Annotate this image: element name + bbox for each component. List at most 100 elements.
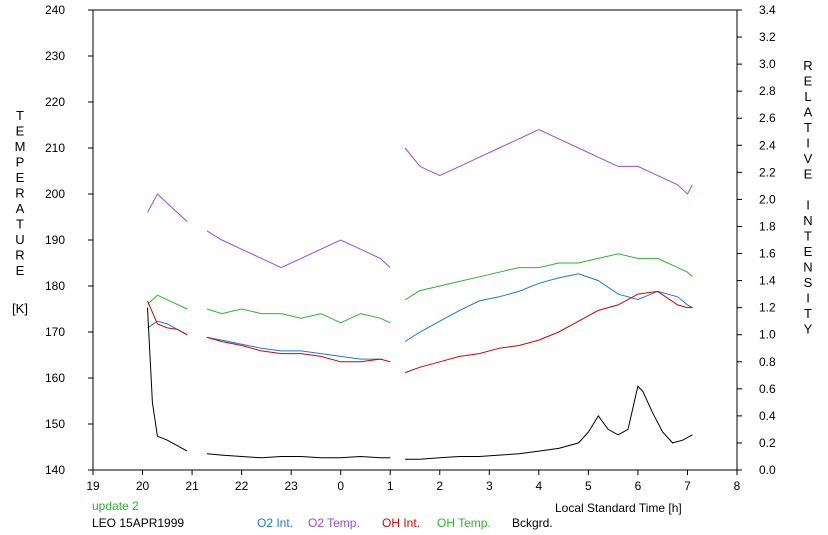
x-tick-label: 22 [235,479,249,493]
right-tick-label: 2.0 [759,192,776,206]
x-tick-label: 3 [486,479,493,493]
x-tick-label: 4 [536,479,543,493]
series-line-oh-temp [404,253,693,301]
left-label-letter: E [16,263,25,278]
series-line-bckgrd [147,307,188,452]
series-line-bckgrd [405,385,693,460]
x-axis-ticks: 19 20 21 22 23 0 1 2 3 4 5 6 7 8 [86,470,741,493]
right-label-letter: E [804,167,813,182]
right-tick-label: 2.2 [759,165,776,179]
right-tick-label: 0.0 [759,463,776,477]
series-line-bckgrd [206,453,391,459]
left-label-letter: A [16,201,25,216]
left-tick-label: 160 [45,371,65,385]
left-label-letter: P [16,155,25,170]
right-label-letter: V [804,151,813,166]
left-label-letter: E [16,124,25,139]
legend-entry: O2 Temp. [308,516,360,530]
series-line-o2-temp [206,230,391,269]
left-tick-label: 180 [45,279,65,293]
series-line-oh-temp [147,294,188,310]
x-tick-label: 5 [585,479,592,493]
legend-entry: OH Temp. [437,516,491,530]
legend: O2 Int. O2 Temp. OH Int. OH Temp. Bckgrd. [257,516,553,530]
x-tick-label: 23 [284,479,298,493]
x-tick-label: 6 [635,479,642,493]
left-label-letter: T [16,217,24,232]
right-label-letter: T [804,306,812,321]
left-tick-label: 200 [45,187,65,201]
right-tick-label: 3.0 [759,57,776,71]
left-tick-label: 220 [45,95,65,109]
x-tick-label: 0 [337,479,344,493]
series-line-o2-int [404,273,693,342]
x-tick-label: 19 [86,479,100,493]
right-label-letter: L [804,89,811,104]
x-tick-label: 1 [387,479,394,493]
x-tick-label: 7 [684,479,691,493]
left-label-letter: U [15,232,24,247]
left-tick-label: 190 [45,233,65,247]
series-line-oh-temp [206,308,391,324]
right-label-letter: I [806,291,810,306]
x-tick-label: 2 [436,479,443,493]
right-label-letter: T [804,229,812,244]
right-tick-label: 1.2 [759,301,776,315]
left-tick-label: 150 [45,417,65,431]
series-line-oh-int [206,336,391,363]
right-label-letter: I [806,198,810,213]
right-tick-label: 0.8 [759,355,776,369]
series-line-oh-int [404,290,693,374]
station-label: LEO 15APR1999 [92,516,184,530]
right-label-letter: E [804,74,813,89]
series-layer [147,129,693,460]
right-label-letter: A [804,105,813,120]
legend-entry: O2 Int. [257,516,293,530]
right-label-letter: N [803,260,812,275]
legend-entry: Bckgrd. [512,516,553,530]
right-label-letter: R [803,58,812,73]
right-tick-label: 2.6 [759,111,776,125]
left-label-letter: M [15,139,26,154]
series-line-o2-temp [147,193,188,222]
right-tick-label: 2.4 [759,138,776,152]
update-note: update 2 [92,499,139,513]
left-label-letter: R [15,248,24,263]
legend-entry: OH Int. [382,516,420,530]
left-label-letter: T [16,108,24,123]
plot-frame [92,9,738,471]
right-tick-label: 0.2 [759,436,776,450]
right-label-letter: Y [804,322,813,337]
right-label-letter: E [804,244,813,259]
x-axis-label: Local Standard Time [h] [555,501,682,515]
right-label-letter: T [804,120,812,135]
x-tick-label: 20 [136,479,150,493]
right-tick-label: 0.4 [759,409,776,423]
right-tick-label: 0.6 [759,382,776,396]
left-label-unit: [K] [12,301,28,316]
x-tick-label: 21 [185,479,199,493]
left-axis-ticks: 140 150 160 170 180 190 200 210 220 230 240 [45,3,93,477]
right-tick-label: 3.4 [759,3,776,17]
right-tick-label: 1.6 [759,247,776,261]
left-tick-label: 210 [45,141,65,155]
left-tick-label: 170 [45,325,65,339]
left-tick-label: 240 [45,3,65,17]
left-label-letter: E [16,170,25,185]
x-tick-label: 8 [734,479,741,493]
right-label-letter: S [804,275,813,290]
right-tick-label: 1.8 [759,219,776,233]
right-tick-label: 1.0 [759,328,776,342]
right-tick-label: 1.4 [759,274,776,288]
series-line-o2-int [206,336,391,363]
left-tick-label: 140 [45,463,65,477]
series-line-o2-temp [404,129,693,195]
series-line-oh-int [147,300,188,336]
left-tick-label: 230 [45,49,65,63]
right-label-letter: I [806,136,810,151]
right-axis-ticks: 0.0 0.2 0.4 0.6 0.8 1.0 1.2 1.4 1.6 1.8 2.0 2.2 2.4 2… [737,3,776,477]
right-tick-label: 2.8 [759,84,776,98]
